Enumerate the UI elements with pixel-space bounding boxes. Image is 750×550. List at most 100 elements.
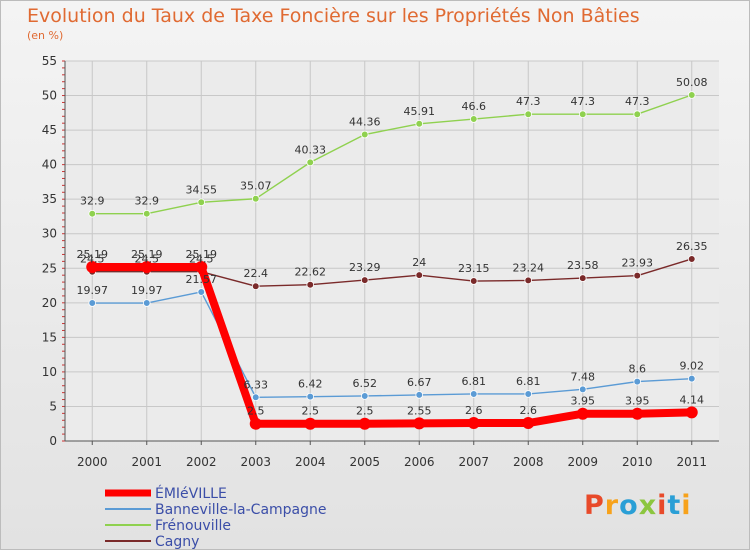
data-label: 6.52 — [353, 377, 378, 390]
data-label: 23.58 — [567, 259, 599, 272]
x-tick-label: 2009 — [567, 455, 598, 469]
data-label: 22.62 — [295, 266, 327, 279]
data-point — [360, 130, 369, 139]
data-label: 40.33 — [295, 143, 327, 156]
data-point — [524, 390, 533, 398]
data-label: 44.36 — [349, 116, 381, 129]
x-tick-label: 2006 — [404, 455, 435, 469]
data-label: 35.07 — [240, 180, 272, 193]
logo-letter: x — [638, 490, 658, 521]
data-point — [142, 209, 151, 218]
data-label: 2.5 — [247, 405, 265, 418]
data-label: 2.5 — [356, 405, 374, 418]
data-label: 2.6 — [465, 404, 483, 417]
series-line-2 — [91, 94, 693, 215]
y-tick-label: 50 — [42, 89, 57, 103]
chart-title: Evolution du Taux de Taxe Foncière sur l… — [27, 5, 640, 27]
data-point — [197, 288, 206, 296]
data-point — [578, 274, 587, 282]
legend-label: Frénouville — [155, 518, 231, 534]
data-label: 25.19 — [77, 248, 109, 261]
y-tick-label: 25 — [42, 261, 57, 275]
data-point — [578, 110, 587, 118]
y-tick-label: 20 — [42, 296, 57, 310]
data-point — [469, 115, 478, 123]
data-point — [304, 417, 317, 430]
data-point — [86, 260, 99, 273]
x-tick-label: 2011 — [676, 455, 707, 469]
data-point — [687, 374, 696, 383]
data-point — [88, 209, 97, 218]
data-label: 19.97 — [77, 284, 109, 297]
data-label-layer: 25.19 25.19 25.19 2.5 2.5 2.5 2.55 2.6 2.6 3.95 3.… — [77, 76, 708, 418]
data-label: 22.4 — [244, 267, 269, 280]
legend-label: ÉMIéVILLE — [155, 485, 227, 502]
y-tick-label: 55 — [42, 54, 57, 68]
logo-letter: P — [584, 490, 605, 521]
logo-letter: t — [667, 490, 682, 521]
logo-letter: o — [619, 490, 639, 521]
data-point — [524, 276, 533, 285]
data-label: 6.67 — [407, 376, 432, 389]
y-tick-label: 45 — [42, 123, 57, 137]
x-tick-label: 2001 — [131, 455, 162, 469]
series-layer — [86, 91, 698, 430]
data-point — [249, 417, 262, 430]
data-label: 6.81 — [462, 375, 487, 388]
data-point — [415, 271, 424, 279]
series-line-3 — [91, 258, 693, 287]
data-label: 47.3 — [516, 95, 541, 108]
data-label: 6.81 — [516, 375, 541, 388]
data-label: 25.19 — [131, 248, 163, 261]
data-label: 24.5 — [189, 253, 214, 266]
logo-letter: r — [604, 490, 620, 521]
data-point — [633, 110, 642, 118]
x-tick-label: 2002 — [186, 455, 217, 469]
logo-letter: i — [657, 490, 668, 521]
y-tick-label: 0 — [49, 434, 57, 448]
data-label: 45.91 — [404, 105, 436, 118]
x-tick-label: 2000 — [77, 455, 108, 469]
x-tick-label: 2008 — [513, 455, 544, 469]
series-line-1 — [91, 291, 693, 398]
data-point — [88, 299, 97, 307]
data-label: 23.15 — [458, 262, 490, 275]
x-tick-label: 2007 — [458, 455, 489, 469]
data-point — [251, 194, 260, 203]
data-point — [687, 255, 696, 263]
data-label: 21.57 — [186, 273, 218, 286]
data-label: 25.19 — [186, 248, 218, 261]
data-point — [467, 417, 480, 430]
data-label: 6.33 — [244, 378, 269, 391]
logo-letter: i — [681, 490, 692, 521]
data-point — [306, 392, 315, 401]
data-label: 23.24 — [513, 261, 545, 274]
y-tick-label: 5 — [49, 399, 57, 413]
data-label: 23.29 — [349, 261, 381, 274]
data-point — [358, 417, 371, 430]
data-label: 4.14 — [680, 393, 705, 406]
data-point — [469, 390, 478, 398]
data-point — [576, 407, 589, 420]
y-tick-label: 15 — [42, 330, 57, 344]
data-point — [687, 91, 696, 99]
data-label: 19.97 — [131, 284, 163, 297]
x-tick-label: 2003 — [240, 455, 271, 469]
series-line-0 — [88, 262, 696, 428]
data-label: 2.55 — [407, 404, 432, 417]
data-point — [415, 391, 424, 399]
proxiti-logo: Proxiti — [584, 490, 692, 521]
data-label: 3.95 — [625, 395, 650, 408]
data-label: 6.42 — [298, 378, 323, 391]
data-point — [578, 385, 587, 394]
data-label: 23.93 — [622, 257, 654, 270]
data-label: 24.5 — [80, 253, 105, 266]
data-label: 9.02 — [680, 360, 705, 373]
data-point — [140, 260, 153, 273]
y-tick-label: 10 — [42, 365, 57, 379]
data-label: 7.48 — [571, 370, 596, 383]
y-tick-label: 40 — [42, 158, 57, 172]
data-label: 32.9 — [80, 195, 105, 208]
data-point — [306, 280, 315, 289]
